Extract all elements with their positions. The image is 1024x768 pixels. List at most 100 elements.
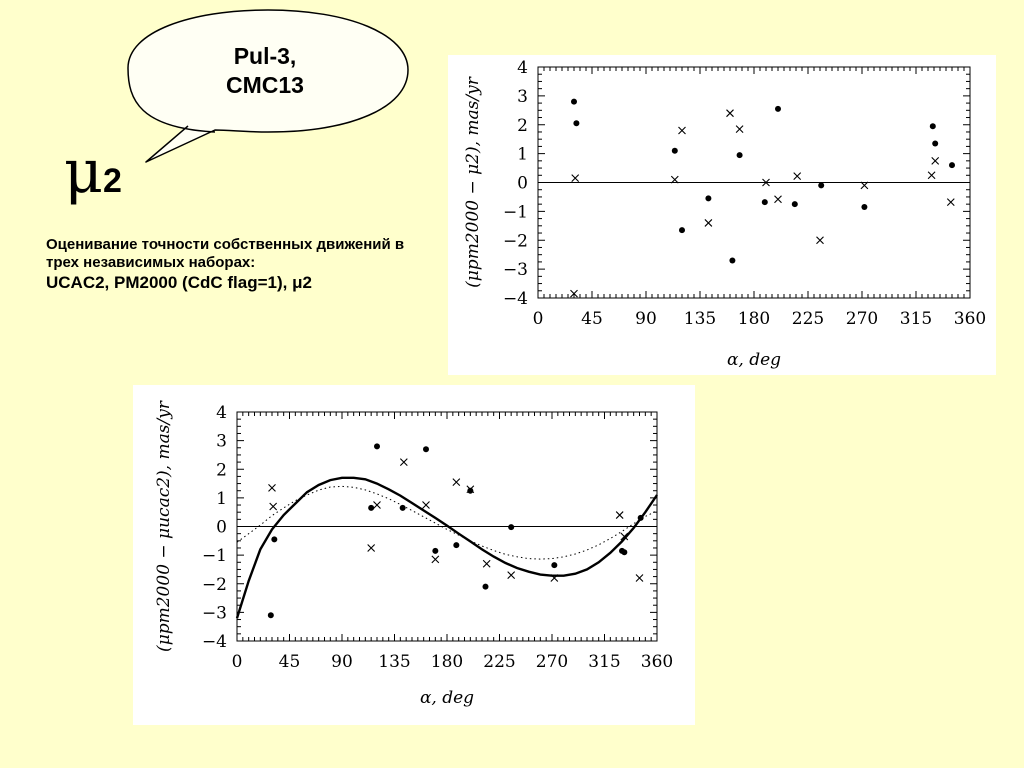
mu2-title: μ2: [64, 142, 122, 211]
y-tick-label: −1: [202, 546, 227, 566]
x-axis-label: α, deg: [727, 350, 781, 370]
x-tick-label: 225: [483, 652, 515, 672]
callout-line-2: CMC13: [226, 72, 304, 98]
data-point-dot: [949, 162, 955, 169]
description-line-1: Оценивание точности собственных движений…: [46, 236, 405, 271]
callout-line-1: Pul-3,: [233, 43, 297, 69]
y-tick-label: 2: [517, 116, 528, 136]
data-point-cross: [946, 198, 955, 207]
data-point-dot: [374, 443, 380, 450]
data-point-dot: [573, 120, 580, 127]
fit-curve-solid: [235, 476, 658, 619]
chart-ucac2-residuals: 0 45 90 135 180 225 270 315 360 −4 −3 −2 −1 0 1 2 3 4 α, d…: [154, 400, 673, 708]
y-tick-label: 3: [216, 432, 227, 452]
data-point-dot: [932, 140, 939, 147]
y-tick-label: 0: [216, 518, 227, 538]
fit-curve-dotted: [236, 485, 658, 560]
x-tick-label: 315: [900, 309, 932, 329]
x-tick-label: 270: [536, 652, 568, 672]
y-tick-label: −3: [202, 603, 227, 623]
data-point-cross: [735, 125, 744, 133]
data-point-cross: [399, 458, 408, 466]
data-point-cross: [726, 109, 734, 118]
data-point-dot: [453, 542, 460, 549]
data-point-dot: [818, 182, 825, 189]
x-tick-label: 90: [635, 309, 657, 329]
data-point-cross: [570, 289, 578, 298]
data-point-dot: [271, 536, 278, 543]
x-tick-label: 225: [792, 309, 824, 329]
data-point-dot: [761, 199, 768, 206]
data-point-dot: [551, 562, 558, 569]
y-tick-label: 1: [517, 145, 528, 165]
data-point-cross: [670, 175, 679, 184]
data-point-cross: [373, 501, 381, 509]
data-point-cross: [452, 478, 461, 487]
data-point-cross: [507, 571, 516, 580]
data-point-cross: [268, 483, 276, 492]
y-tick-label: −2: [503, 231, 528, 251]
y-tick-label: 1: [216, 489, 227, 509]
data-point-dot: [467, 487, 474, 494]
data-point-dot: [399, 504, 406, 511]
x-tick-label: 0: [232, 652, 243, 672]
data-point-dot: [482, 583, 489, 590]
data-point-dot: [571, 98, 577, 105]
x-tick-label: 360: [641, 652, 673, 672]
y-tick-label: 0: [517, 174, 528, 194]
data-point-dot: [791, 201, 798, 208]
data-point-dot: [432, 547, 439, 554]
data-point-cross: [774, 195, 782, 204]
mu-letter: μ: [64, 137, 103, 207]
data-point-dot: [729, 257, 736, 264]
data-point-cross: [615, 511, 624, 519]
x-tick-label: 45: [279, 652, 301, 672]
data-point-dot: [621, 549, 628, 556]
data-point-dot: [368, 504, 375, 511]
mu-subscript: 2: [103, 162, 122, 200]
data-point-cross: [431, 555, 440, 564]
data-point-dot: [679, 227, 685, 234]
y-tick-label: 2: [216, 460, 227, 480]
data-point-dot: [508, 524, 515, 531]
data-point-cross: [704, 219, 713, 227]
chart-panel-ucac2: 0 45 90 135 180 225 270 315 360 −4 −3 −2 −1 0 1 2 3 4 α, d…: [133, 385, 695, 725]
data-point-dot: [775, 105, 781, 112]
y-tick-label: −2: [202, 575, 227, 595]
description-line-2: UCAC2, PM2000 (CdC flag=1), μ2: [46, 273, 312, 292]
x-tick-label: 270: [846, 309, 878, 329]
data-point-cross: [482, 559, 491, 568]
x-tick-label: 90: [331, 652, 353, 672]
data-point-cross: [762, 178, 770, 187]
data-point-cross: [466, 485, 475, 494]
data-point-dot: [423, 446, 429, 453]
data-point-cross: [678, 126, 686, 135]
data-point-dot: [705, 195, 712, 202]
data-point-cross: [816, 236, 824, 245]
data-point-dot: [671, 147, 678, 154]
y-tick-label: −4: [202, 632, 227, 652]
data-point-dot: [929, 123, 936, 130]
x-tick-label: 180: [738, 309, 770, 329]
data-point-cross: [422, 501, 430, 509]
speech-bubble: [127, 9, 409, 163]
y-tick-label: 4: [517, 58, 528, 78]
x-tick-label: 180: [431, 652, 463, 672]
x-tick-label: 315: [588, 652, 620, 672]
data-point-dot: [736, 152, 743, 159]
data-point-cross: [571, 174, 580, 183]
data-point-cross: [931, 156, 940, 165]
x-tick-label: 45: [581, 309, 603, 329]
y-tick-label: −4: [503, 289, 528, 309]
x-tick-label: 0: [533, 309, 544, 329]
data-point-cross: [860, 181, 869, 190]
data-point-cross: [269, 502, 278, 511]
y-tick-label: 3: [517, 87, 528, 107]
data-point-dot: [861, 204, 868, 211]
x-axis-label: α, deg: [420, 688, 474, 708]
y-tick-label: −3: [503, 260, 528, 280]
y-tick-label: 4: [216, 403, 227, 423]
x-tick-label: 135: [684, 309, 716, 329]
description: Оценивание точности собственных движений…: [46, 236, 426, 292]
data-point-cross: [635, 574, 644, 582]
